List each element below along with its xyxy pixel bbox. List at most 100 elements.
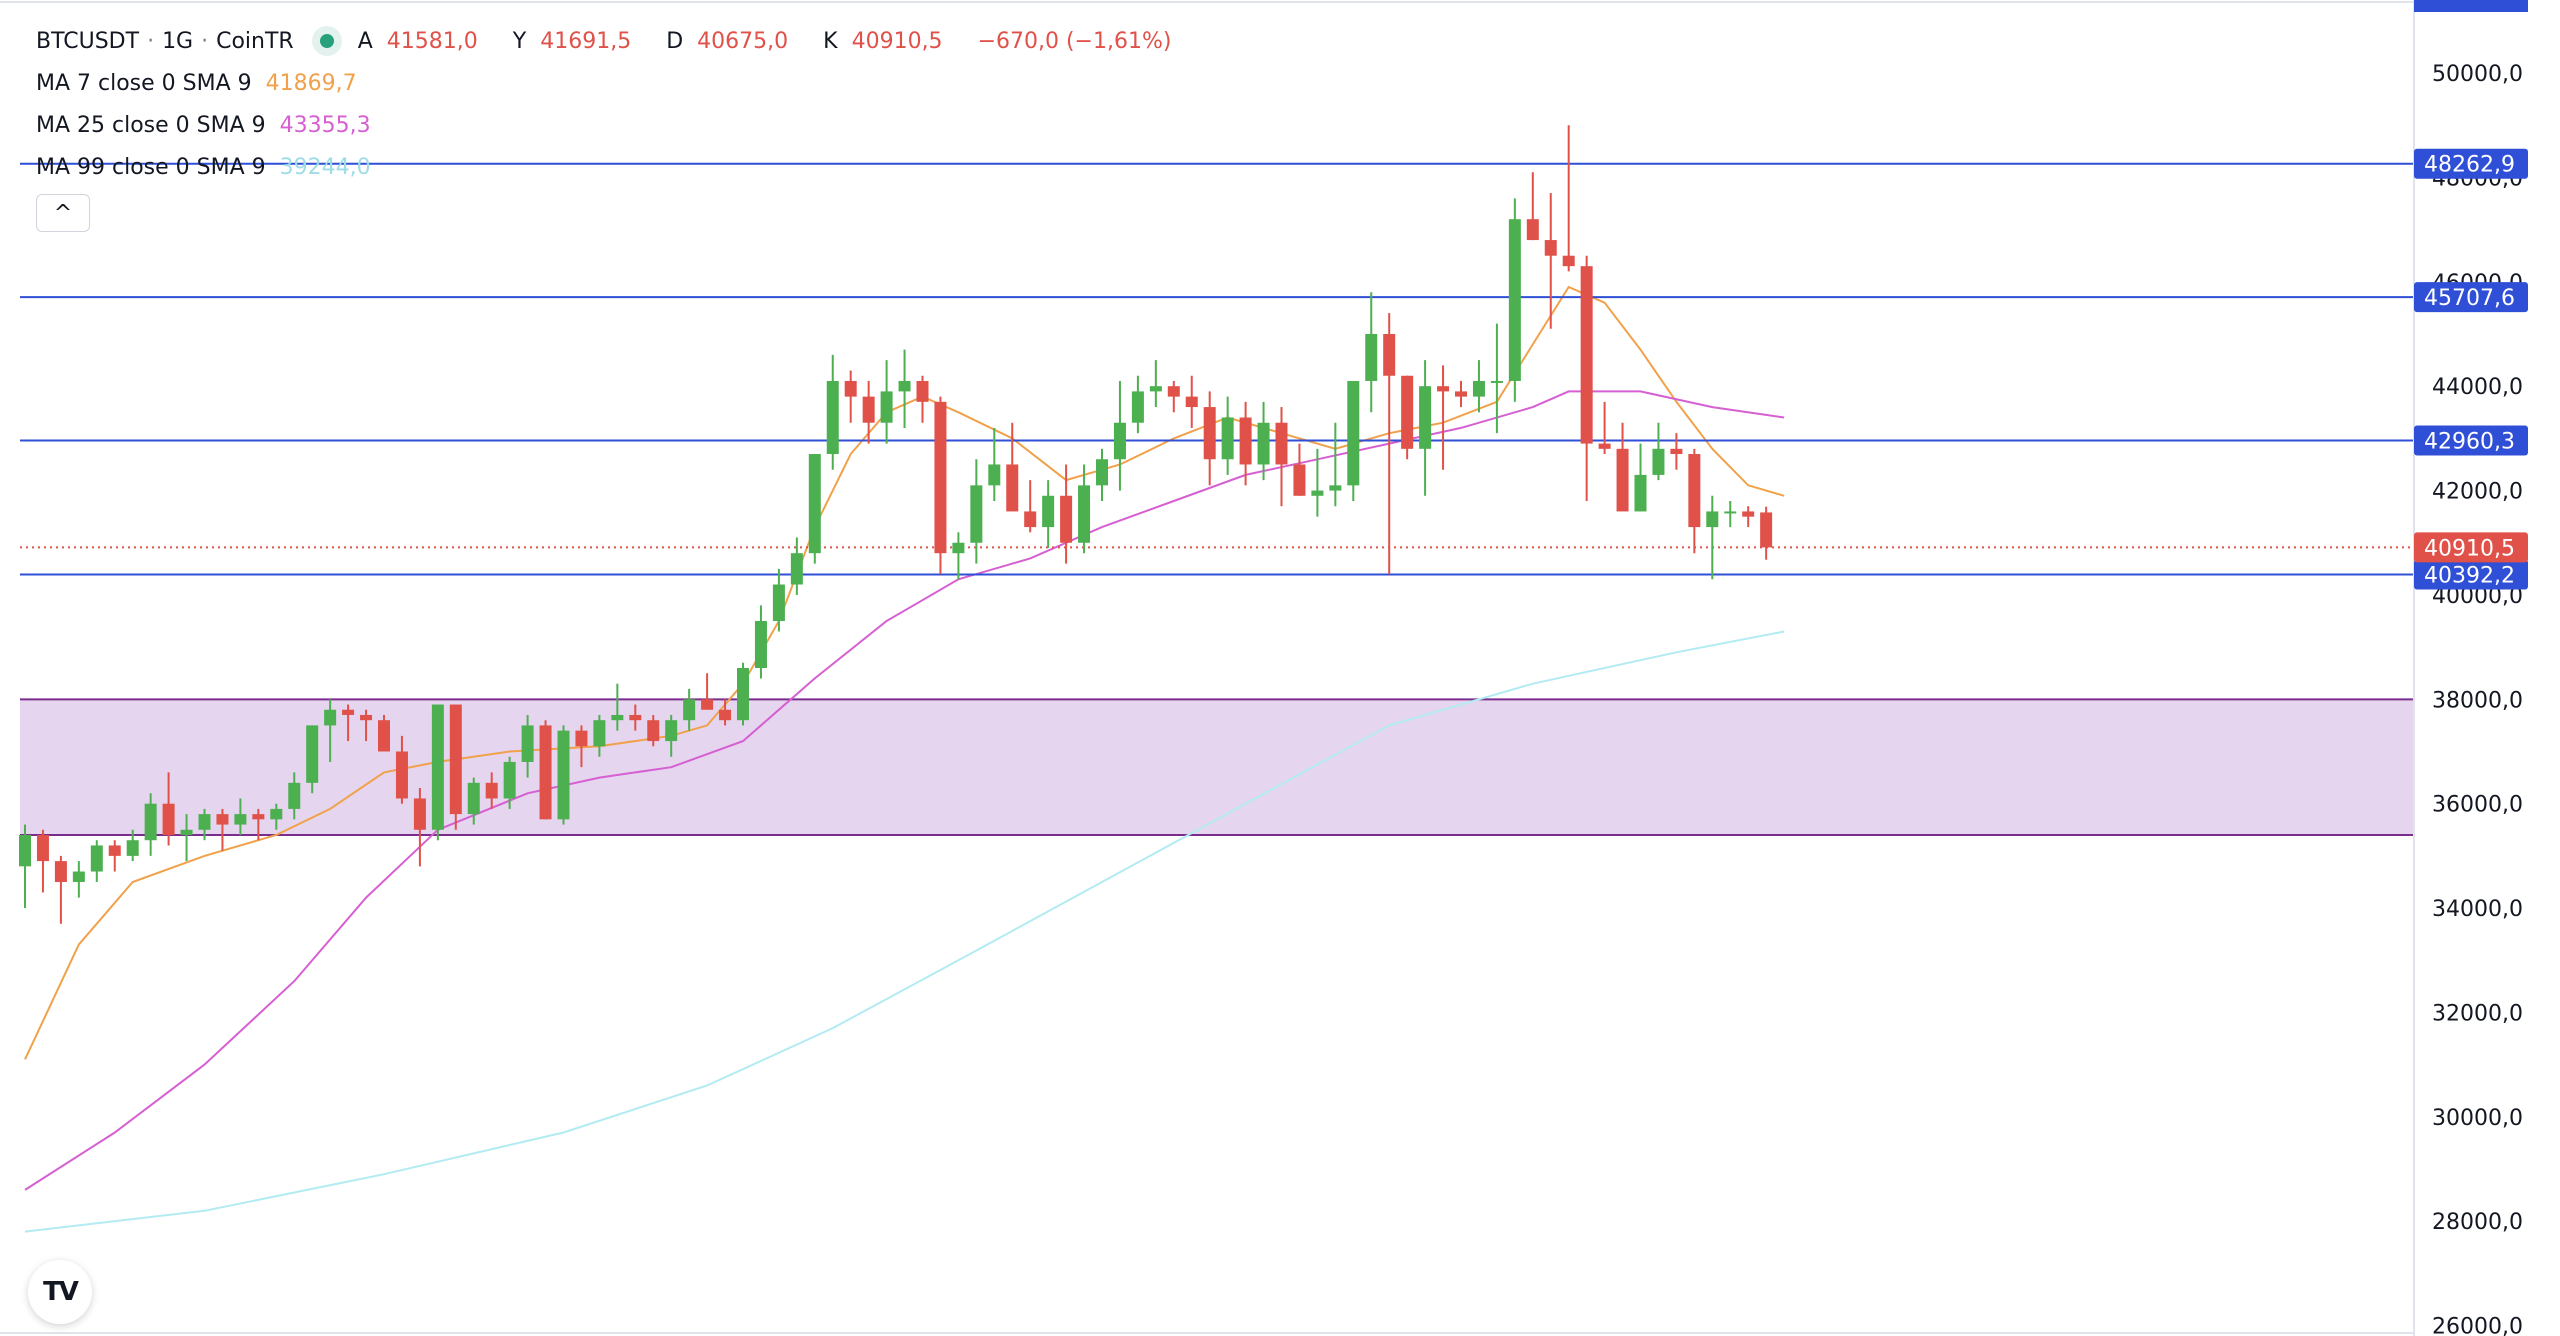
- candle[interactable]: [1688, 448, 1701, 554]
- collapse-legend-button[interactable]: ^: [36, 194, 90, 232]
- candle[interactable]: [1526, 172, 1539, 241]
- candle[interactable]: [1257, 401, 1270, 481]
- candle[interactable]: [144, 793, 157, 856]
- candle[interactable]: [934, 396, 947, 575]
- candle[interactable]: [844, 370, 857, 423]
- candle[interactable]: [1490, 323, 1503, 434]
- candle[interactable]: [862, 380, 875, 444]
- offscreen-level-badge[interactable]: [2414, 0, 2528, 12]
- candle[interactable]: [288, 772, 301, 820]
- level-price-badge[interactable]: 48262,9: [2414, 148, 2528, 179]
- candle[interactable]: [324, 699, 337, 762]
- candle[interactable]: [216, 808, 229, 851]
- candle[interactable]: [36, 829, 49, 893]
- candle[interactable]: [1024, 480, 1037, 533]
- candle[interactable]: [19, 824, 31, 909]
- candle[interactable]: [1078, 464, 1091, 554]
- candle[interactable]: [808, 454, 821, 564]
- candle[interactable]: [306, 725, 319, 794]
- candle[interactable]: [1185, 375, 1198, 428]
- candle[interactable]: [539, 720, 552, 820]
- price-axis[interactable]: 50000,048000,046000,044000,042000,040000…: [2432, 62, 2523, 1336]
- candle[interactable]: [1634, 443, 1647, 512]
- indicator-ma25[interactable]: MA 25 close 0 SMA 9 43355,3: [36, 104, 1185, 146]
- candle[interactable]: [1544, 193, 1557, 329]
- candle[interactable]: [234, 798, 247, 835]
- tradingview-logo-icon[interactable]: TV: [28, 1260, 92, 1324]
- candle[interactable]: [826, 354, 839, 470]
- candle[interactable]: [1221, 396, 1234, 475]
- candle[interactable]: [1096, 448, 1108, 501]
- candle[interactable]: [575, 725, 588, 768]
- candle[interactable]: [737, 662, 749, 726]
- candle[interactable]: [1311, 448, 1324, 517]
- candle[interactable]: [1401, 375, 1414, 460]
- candle[interactable]: [72, 861, 85, 898]
- candle[interactable]: [719, 699, 732, 726]
- candle[interactable]: [952, 532, 965, 580]
- candle[interactable]: [467, 777, 480, 825]
- candle[interactable]: [1347, 380, 1360, 501]
- candle[interactable]: [1562, 125, 1575, 272]
- support-zone[interactable]: [20, 699, 2414, 835]
- candle[interactable]: [1724, 501, 1737, 528]
- candle[interactable]: [916, 375, 929, 423]
- level-price-badge[interactable]: 45707,6: [2414, 282, 2528, 313]
- candle[interactable]: [1706, 495, 1719, 580]
- candle[interactable]: [1203, 391, 1216, 486]
- candle[interactable]: [378, 714, 390, 752]
- level-price-badge[interactable]: 40392,2: [2414, 559, 2528, 590]
- candle[interactable]: [449, 704, 462, 830]
- last-price-badge[interactable]: 40910,5: [2414, 532, 2528, 563]
- candle[interactable]: [611, 683, 624, 731]
- level-price-badge[interactable]: 42960,3: [2414, 425, 2528, 456]
- candle[interactable]: [521, 714, 534, 778]
- candle[interactable]: [1437, 365, 1450, 470]
- candle[interactable]: [1329, 422, 1342, 507]
- indicator-ma99[interactable]: MA 99 close 0 SMA 9 39244,0: [36, 146, 1185, 188]
- candle[interactable]: [90, 840, 103, 882]
- candle[interactable]: [1652, 422, 1665, 481]
- candle[interactable]: [1670, 433, 1683, 470]
- candle[interactable]: [485, 772, 498, 809]
- candle[interactable]: [557, 725, 570, 825]
- candle[interactable]: [252, 808, 265, 841]
- candle[interactable]: [1508, 198, 1521, 402]
- candle[interactable]: [647, 714, 660, 747]
- market-status-icon[interactable]: [319, 34, 334, 48]
- candle[interactable]: [1275, 407, 1288, 507]
- candle[interactable]: [1293, 443, 1306, 496]
- candle[interactable]: [395, 735, 408, 804]
- candle[interactable]: [54, 855, 67, 924]
- candle[interactable]: [108, 840, 121, 872]
- candle[interactable]: [1598, 401, 1611, 455]
- candle[interactable]: [503, 756, 516, 809]
- candle[interactable]: [880, 360, 893, 444]
- candle[interactable]: [270, 803, 283, 830]
- candle[interactable]: [1149, 360, 1162, 408]
- candle[interactable]: [1742, 506, 1755, 528]
- candle[interactable]: [1113, 380, 1126, 491]
- candle[interactable]: [790, 537, 803, 595]
- candle[interactable]: [1472, 360, 1485, 413]
- candle[interactable]: [1131, 375, 1144, 434]
- candle[interactable]: [970, 459, 983, 564]
- candle[interactable]: [988, 427, 1001, 501]
- candle[interactable]: [1580, 255, 1593, 501]
- candle[interactable]: [413, 788, 426, 867]
- candle[interactable]: [593, 714, 606, 757]
- candle[interactable]: [701, 673, 714, 710]
- candle[interactable]: [360, 709, 373, 742]
- candle[interactable]: [683, 688, 696, 731]
- indicator-ma7[interactable]: MA 7 close 0 SMA 9 41869,7: [36, 62, 1185, 104]
- candle[interactable]: [1455, 380, 1467, 408]
- candle[interactable]: [629, 704, 642, 731]
- candle[interactable]: [126, 829, 139, 862]
- candle[interactable]: [198, 808, 211, 841]
- candle[interactable]: [1419, 360, 1432, 496]
- candle[interactable]: [1006, 422, 1019, 512]
- candle[interactable]: [162, 772, 175, 846]
- candle[interactable]: [754, 605, 767, 679]
- candle[interactable]: [1383, 313, 1396, 575]
